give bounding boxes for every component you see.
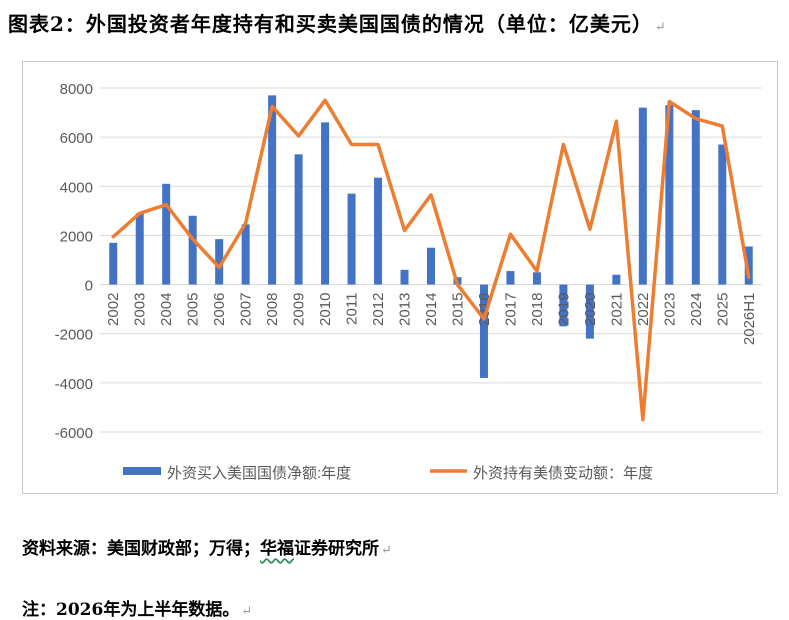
bar <box>427 247 435 285</box>
source-suffix: 证券研究所 <box>294 539 379 559</box>
bar <box>638 107 647 285</box>
y-tick-label: -2000 <box>55 327 93 344</box>
x-tick-label: 2020 <box>582 293 599 326</box>
x-tick-label: 2006 <box>211 293 228 326</box>
bar <box>268 95 277 285</box>
chart-title-line: 图表2：外国投资者年度持有和买卖美国国债的情况（单位：亿美元） ↵ <box>8 8 667 37</box>
x-tick-label: 2019 <box>555 293 572 326</box>
y-tick-label: -4000 <box>55 376 93 393</box>
note-text: 注：2026年为上半年数据。 <box>22 600 240 620</box>
bar <box>374 177 383 285</box>
x-tick-label: 2007 <box>238 293 255 326</box>
x-tick-label: 2012 <box>370 293 387 326</box>
y-tick-label: 6000 <box>60 130 93 147</box>
chart-frame <box>22 61 778 494</box>
bar <box>559 284 568 327</box>
x-tick-label: 2021 <box>608 293 625 326</box>
bar <box>162 183 171 285</box>
bar <box>400 269 409 285</box>
legend-swatch-bars <box>123 467 161 475</box>
source-line: 资料来源：美国财政部；万得；华福证券研究所 ↵ <box>22 534 392 559</box>
x-tick-label: 2024 <box>688 293 705 326</box>
bar <box>241 224 250 285</box>
bar <box>109 242 118 285</box>
x-tick-label: 2009 <box>291 293 308 326</box>
bar <box>506 271 515 285</box>
x-tick-label: 2015 <box>449 293 466 326</box>
x-tick-label: 2026H1 <box>741 293 758 346</box>
x-tick-label: 2004 <box>158 293 175 326</box>
chart-title: 图表2：外国投资者年度持有和买卖美国国债的情况（单位：亿美元） <box>8 12 653 36</box>
bar <box>294 154 303 285</box>
paragraph-mark: ↵ <box>381 543 392 558</box>
x-tick-label: 2025 <box>714 293 731 326</box>
y-tick-label: 0 <box>85 278 93 295</box>
x-tick-label: 2005 <box>185 293 202 326</box>
bar <box>612 274 621 285</box>
x-tick-label: 2017 <box>502 293 519 326</box>
bar <box>744 246 753 285</box>
y-tick-label: 2000 <box>60 228 93 245</box>
bar <box>718 144 727 285</box>
source-cite: 华福 <box>260 539 294 559</box>
bar <box>135 213 144 285</box>
x-tick-label: 2011 <box>344 293 361 325</box>
x-tick-label: 2023 <box>661 293 678 326</box>
x-tick-label: 2018 <box>529 293 546 326</box>
bar <box>532 272 541 285</box>
x-tick-label: 2013 <box>397 293 414 326</box>
bar <box>321 122 330 285</box>
bar <box>691 110 700 285</box>
y-tick-label: 4000 <box>60 179 93 196</box>
note-line: 注：2026年为上半年数据。 ↵ <box>22 595 252 620</box>
legend-label-line: 外资持有美债变动额：年度 <box>473 465 653 482</box>
x-tick-label: 2002 <box>105 293 122 326</box>
bar <box>215 239 224 285</box>
bar <box>585 284 594 339</box>
line-series <box>111 98 751 422</box>
bar <box>188 215 197 285</box>
x-tick-label: 2022 <box>635 293 652 326</box>
paragraph-mark: ↵ <box>654 20 667 35</box>
x-tick-label: 2014 <box>423 293 440 326</box>
source-text: 资料来源：美国财政部；万得； <box>22 539 260 559</box>
bar <box>665 105 674 285</box>
y-tick-label: -6000 <box>55 425 93 442</box>
y-tick-label: 8000 <box>60 81 93 98</box>
bar <box>347 193 356 285</box>
x-tick-label: 2008 <box>264 293 281 326</box>
bar <box>479 284 488 378</box>
paragraph-mark: ↵ <box>241 604 253 619</box>
x-tick-label: 2003 <box>132 293 149 326</box>
legend-label-bars: 外资买入美国国债净额:年度 <box>167 465 351 482</box>
x-tick-label: 2010 <box>317 293 334 326</box>
